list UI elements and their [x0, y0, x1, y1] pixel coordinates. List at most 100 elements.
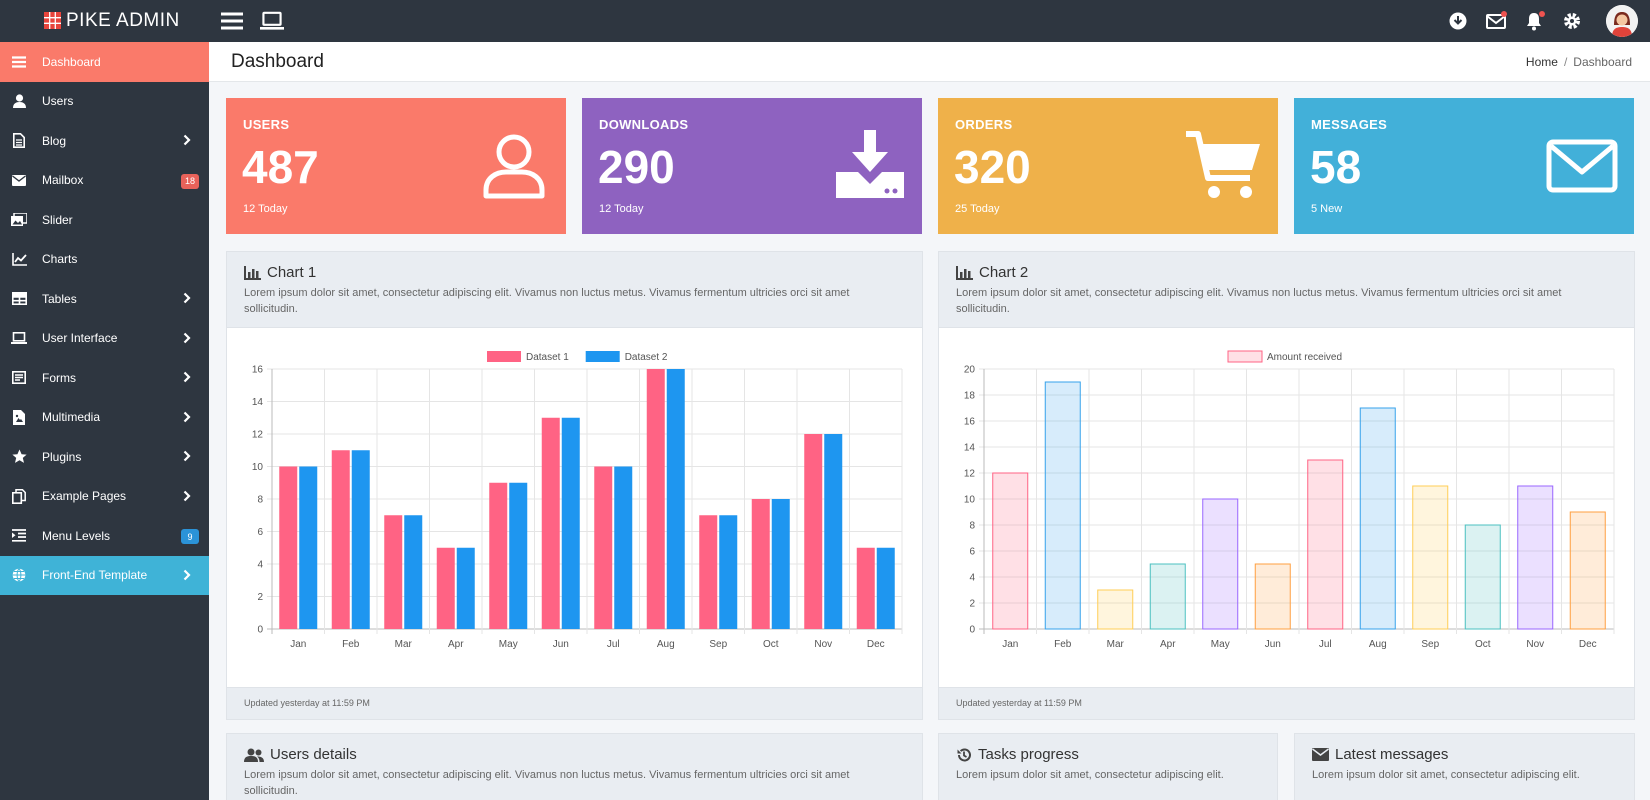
cart-icon [1186, 131, 1260, 198]
avatar[interactable] [1606, 5, 1638, 37]
legend-swatch[interactable] [585, 351, 620, 362]
bar-dataset-2-jan[interactable] [299, 466, 318, 630]
bar-dataset-1-dec[interactable] [856, 547, 875, 629]
bar-dataset-1-jan[interactable] [279, 466, 298, 630]
sidebar-item-forms[interactable]: Forms [0, 358, 209, 398]
bar-dataset-1-apr[interactable] [436, 547, 455, 629]
x-tick-label: Aug [657, 639, 675, 650]
card-description: Lorem ipsum dolor sit amet, consectetur … [244, 287, 850, 315]
bar-dataset-2-oct[interactable] [771, 499, 790, 629]
stat-subtext: 12 Today [599, 203, 644, 215]
laptop-icon[interactable] [260, 9, 284, 33]
sidebar-item-menu-levels[interactable]: Menu Levels 9 [0, 516, 209, 556]
bar-dataset-1-nov[interactable] [804, 434, 823, 629]
bar-dataset-1-jun[interactable] [541, 417, 560, 629]
x-tick-label: Aug [1369, 639, 1387, 650]
brand[interactable]: PIKE ADMIN [0, 0, 209, 42]
sidebar-item-label: Dashboard [42, 54, 101, 69]
sidebar-item-slider[interactable]: Slider [0, 200, 209, 240]
bar-amount-received-sep[interactable] [1412, 485, 1449, 630]
sidebar-item-user-interface[interactable]: User Interface [0, 319, 209, 359]
bar-dataset-2-may[interactable] [509, 482, 528, 629]
sidebar-item-charts[interactable]: Charts [0, 240, 209, 280]
bar-amount-received-mar[interactable] [1097, 589, 1134, 630]
x-tick-label: Dec [1579, 639, 1597, 650]
y-tick-label: 8 [969, 521, 975, 532]
bar-amount-received-dec[interactable] [1569, 511, 1606, 630]
stat-subtext: 25 Today [955, 203, 1000, 215]
bar-dataset-2-mar[interactable] [404, 515, 423, 629]
sidebar-item-mailbox[interactable]: Mailbox 18 [0, 161, 209, 201]
y-tick-label: 10 [252, 462, 264, 473]
y-tick-label: 4 [969, 573, 975, 584]
bar-amount-received-feb[interactable] [1044, 381, 1081, 630]
menu-icon[interactable] [220, 9, 244, 33]
sidebar-item-blog[interactable]: Blog [0, 121, 209, 161]
stat-card-users[interactable]: USERS 487 12 Today [226, 98, 566, 234]
chevron-right-icon [183, 134, 193, 148]
legend-swatch[interactable] [487, 351, 521, 362]
chart1-card: Chart 1 Lorem ipsum dolor sit amet, cons… [226, 251, 923, 720]
stat-value: 487 [242, 141, 319, 193]
chart-legend: Dataset 1 Dataset 2 [487, 351, 668, 363]
sidebar-item-label: Slider [42, 212, 73, 227]
bar-amount-received-apr[interactable] [1149, 563, 1186, 630]
card-description: Lorem ipsum dolor sit amet, consectetur … [244, 769, 850, 797]
bar-amount-received-jan[interactable] [992, 472, 1029, 630]
history-icon [957, 748, 971, 761]
bar-amount-received-jun[interactable] [1254, 563, 1291, 630]
stat-value: 290 [598, 141, 675, 193]
bar-dataset-2-nov[interactable] [824, 434, 843, 629]
x-tick-label: Oct [763, 639, 779, 650]
sidebar-item-front-end-template[interactable]: Front-End Template [0, 555, 209, 595]
bar-dataset-2-feb[interactable] [351, 450, 370, 629]
star-icon [10, 448, 28, 466]
y-tick-label: 14 [252, 397, 264, 408]
sidebar-item-example-pages[interactable]: Example Pages [0, 477, 209, 517]
legend-label[interactable]: Amount received [1267, 352, 1342, 363]
bar-amount-received-jul[interactable] [1307, 459, 1344, 630]
legend-swatch[interactable] [1227, 350, 1263, 363]
breadcrumb-home[interactable]: Home [1525, 55, 1558, 69]
bar-dataset-1-oct[interactable] [751, 499, 770, 629]
sidebar-item-tables[interactable]: Tables [0, 279, 209, 319]
download-icon[interactable] [1446, 9, 1470, 33]
gear-icon[interactable] [1560, 9, 1584, 33]
bar-amount-received-may[interactable] [1202, 498, 1239, 630]
bar-amount-received-oct[interactable] [1464, 524, 1501, 630]
bar-dataset-2-sep[interactable] [719, 515, 738, 629]
sidebar-item-label: Example Pages [42, 489, 127, 504]
card-description: Lorem ipsum dolor sit amet, consectetur … [1312, 769, 1580, 781]
bar-dataset-1-jul[interactable] [594, 466, 613, 630]
bar-amount-received-nov[interactable] [1517, 485, 1554, 630]
stat-card-downloads[interactable]: DOWNLOADS 290 12 Today [582, 98, 922, 234]
legend-label[interactable]: Dataset 2 [625, 352, 668, 363]
sidebar-item-plugins[interactable]: Plugins [0, 437, 209, 477]
bar-dataset-2-jul[interactable] [614, 466, 633, 630]
x-tick-label: Oct [1475, 639, 1491, 650]
x-tick-label: Jan [1002, 639, 1018, 650]
bell-icon[interactable] [1522, 9, 1546, 33]
x-tick-label: Sep [709, 639, 727, 650]
bar-dataset-1-mar[interactable] [384, 515, 403, 629]
bar-dataset-1-aug[interactable] [646, 369, 665, 629]
legend-label[interactable]: Dataset 1 [526, 352, 569, 363]
users-icon [244, 748, 264, 762]
bar-dataset-2-dec[interactable] [876, 547, 895, 629]
bar-dataset-2-jun[interactable] [561, 417, 580, 629]
sidebar-item-multimedia[interactable]: Multimedia [0, 398, 209, 438]
bar-dataset-1-feb[interactable] [331, 450, 350, 629]
bar-amount-received-aug[interactable] [1359, 407, 1396, 630]
x-tick-label: Jun [1265, 639, 1281, 650]
stat-card-messages[interactable]: MESSAGES 58 5 New [1294, 98, 1634, 234]
stat-card-orders[interactable]: ORDERS 320 25 Today [938, 98, 1278, 234]
bar-dataset-2-aug[interactable] [666, 369, 685, 629]
mail-icon[interactable] [1484, 9, 1508, 33]
bar-dataset-1-may[interactable] [489, 482, 508, 629]
sidebar-item-dashboard[interactable]: Dashboard [0, 42, 209, 82]
sidebar-badge: 18 [180, 173, 199, 189]
table-icon [10, 290, 28, 308]
sidebar-item-users[interactable]: Users [0, 82, 209, 122]
bar-dataset-1-sep[interactable] [699, 515, 718, 629]
bar-dataset-2-apr[interactable] [456, 547, 475, 629]
